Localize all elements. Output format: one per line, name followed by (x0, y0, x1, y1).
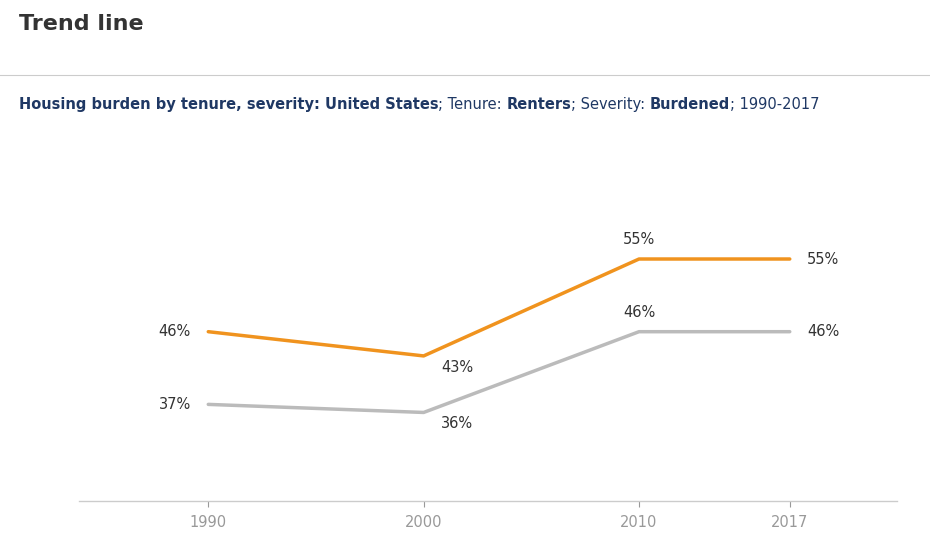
Text: Housing burden by tenure, severity: United States: Housing burden by tenure, severity: Unit… (19, 97, 438, 113)
Text: ; Tenure:: ; Tenure: (438, 97, 507, 113)
Text: 55%: 55% (807, 252, 839, 266)
Text: Trend line: Trend line (19, 14, 143, 34)
Text: Burdened: Burdened (650, 97, 730, 113)
Text: 46%: 46% (159, 324, 191, 339)
Text: Renters: Renters (507, 97, 571, 113)
Text: 46%: 46% (623, 305, 655, 320)
Text: 43%: 43% (441, 360, 473, 375)
Text: 46%: 46% (807, 324, 839, 339)
Text: 55%: 55% (623, 232, 655, 247)
Text: 36%: 36% (441, 417, 473, 432)
Text: ; Severity:: ; Severity: (571, 97, 650, 113)
Text: 37%: 37% (159, 397, 191, 412)
Text: ; 1990-2017: ; 1990-2017 (730, 97, 820, 113)
